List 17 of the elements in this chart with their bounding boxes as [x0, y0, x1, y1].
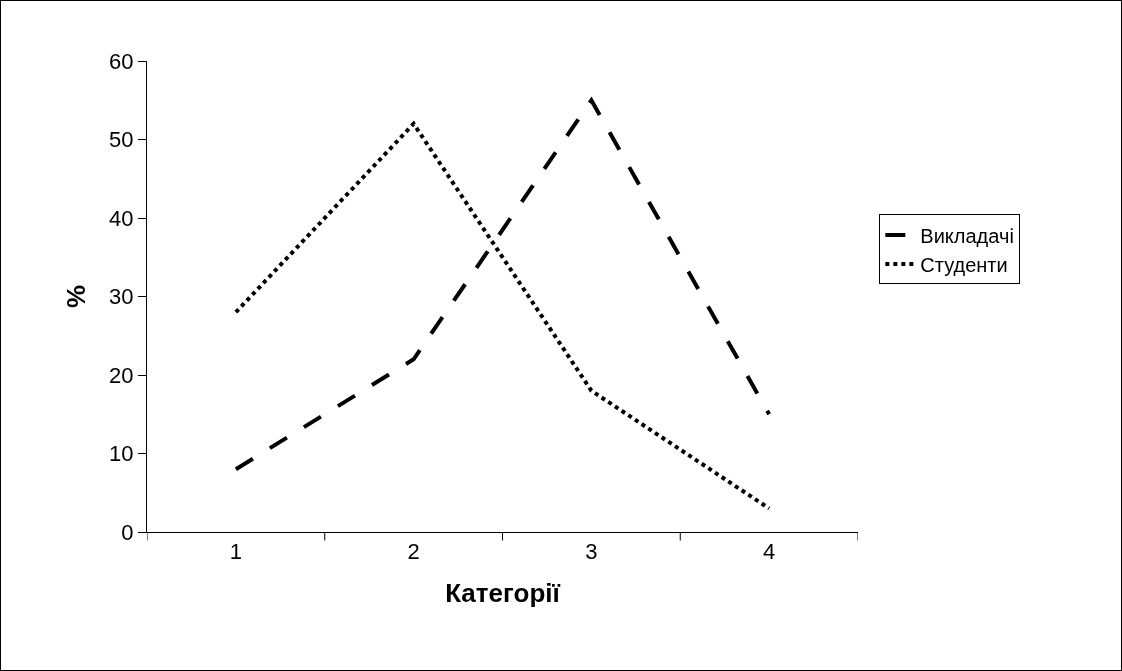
legend-label: Студенти	[920, 253, 1008, 276]
y-tick-label: 40	[109, 205, 134, 231]
line-series	[233, 98, 772, 472]
x-tick-label: 2	[407, 539, 420, 565]
y-tick-label: 50	[109, 127, 134, 153]
y-tick-label: 20	[109, 362, 134, 388]
x-tick-label: 3	[585, 539, 598, 565]
y-tick-label: 10	[109, 441, 134, 467]
x-axis-title: Категорії	[445, 578, 561, 609]
x-tick-label: 1	[229, 539, 243, 565]
y-tick-label: 60	[109, 48, 134, 74]
line-series	[233, 121, 772, 511]
y-tick-label: 0	[121, 519, 134, 545]
y-tick-label: 30	[109, 284, 134, 310]
y-axis-title: %	[61, 284, 91, 309]
legend-label: Викладачі	[920, 224, 1014, 247]
x-tick-label: 4	[763, 539, 776, 565]
